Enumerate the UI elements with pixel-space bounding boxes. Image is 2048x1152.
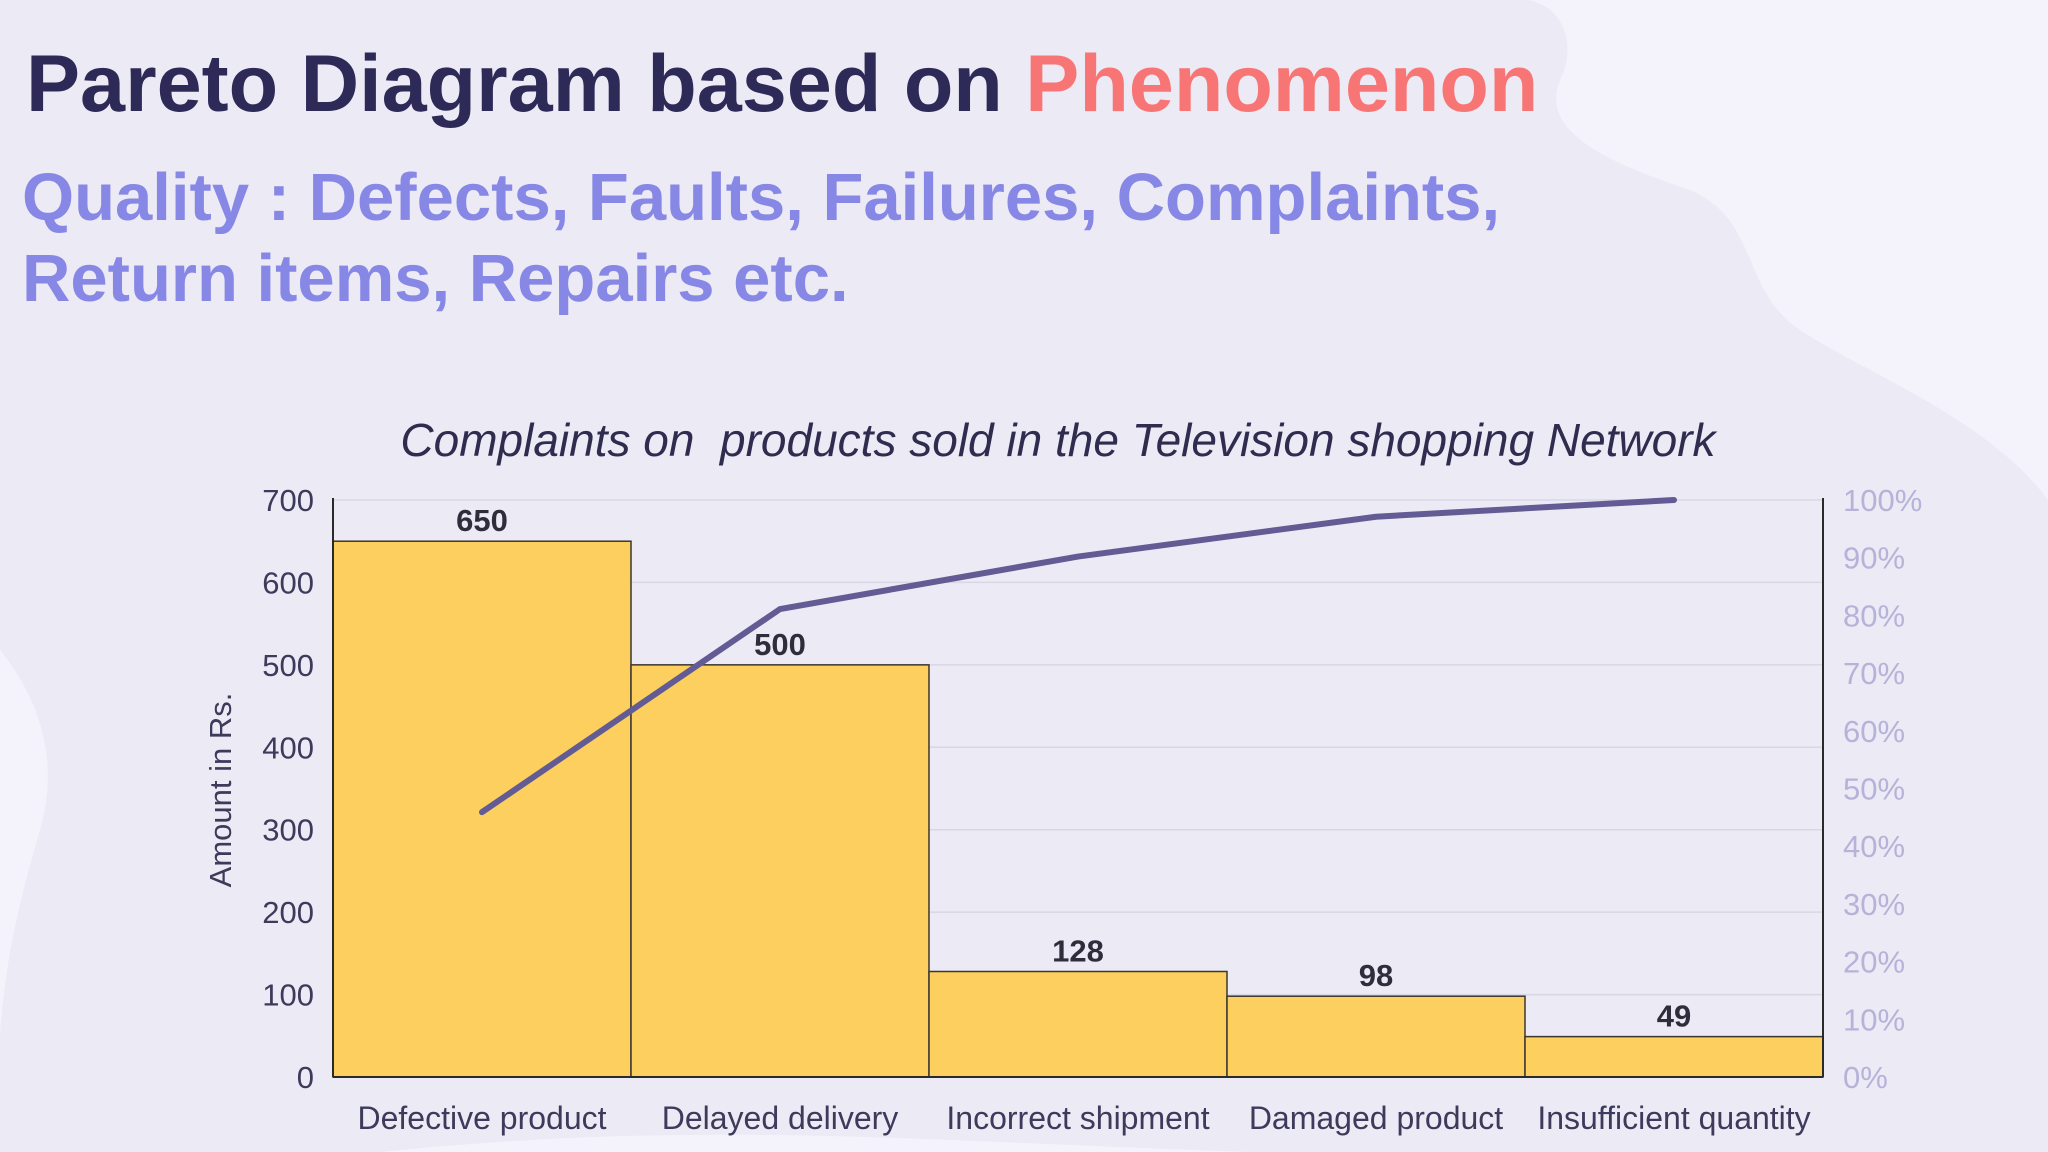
y2-tick-label: 80% (1843, 598, 1905, 633)
bar (1226, 995, 1526, 1078)
bar (630, 664, 930, 1078)
cumulative-line (479, 497, 1677, 816)
x-tick-label: Defective product (357, 1100, 606, 1136)
cumulative-line-path (479, 497, 1677, 816)
y2-tick-label: 40% (1843, 829, 1905, 864)
y2-tick-label: 90% (1843, 541, 1905, 576)
slide-title-accent: Phenomenon (1025, 39, 1539, 129)
y2-tick-label: 10% (1843, 1002, 1905, 1037)
y2-tick-label: 50% (1843, 772, 1905, 807)
data-label: 650 (456, 503, 508, 538)
chart-title: Complaints on products sold in the Telev… (400, 414, 1717, 466)
y2-tick-label: 30% (1843, 887, 1905, 922)
slide-title: Pareto Diagram based on Phenomenon (26, 38, 1538, 131)
y2-tick-label: 60% (1843, 714, 1905, 749)
y-tick-label: 600 (262, 565, 314, 600)
subtitle-line-1: Quality : Defects, Faults, Failures, Com… (22, 160, 1501, 235)
bar (928, 970, 1228, 1078)
subtitle-line-2: Return items, Repairs etc. (22, 241, 849, 316)
slide-subtitle: Quality : Defects, Faults, Failures, Com… (22, 157, 1500, 319)
y-tick-label: 400 (262, 730, 314, 765)
y-tick-label: 0 (297, 1060, 314, 1095)
y2-tick-label: 20% (1843, 945, 1905, 980)
y-tick-label: 100 (262, 978, 314, 1013)
x-tick-label: Incorrect shipment (946, 1100, 1209, 1136)
x-tick-label: Damaged product (1249, 1100, 1503, 1136)
data-label: 98 (1359, 958, 1393, 993)
y-tick-label: 500 (262, 648, 314, 683)
y2-tick-label: 0% (1843, 1060, 1888, 1095)
y-tick-label: 300 (262, 813, 314, 848)
x-tick-label: Delayed delivery (662, 1100, 899, 1136)
axes (332, 498, 1824, 1078)
data-label: 49 (1657, 999, 1691, 1034)
bar (1524, 1035, 1824, 1078)
bars (332, 540, 1824, 1078)
y-tick-label: 700 (262, 483, 314, 518)
data-label: 500 (754, 627, 806, 662)
y-tick-label: 200 (262, 895, 314, 930)
y2-tick-label: 100% (1843, 483, 1922, 518)
labels: 0 100 200 300 400 500 600 700 0% 10% 20% 30% 40% 50% 6… (262, 483, 1922, 1136)
y2-tick-label: 70% (1843, 656, 1905, 691)
data-label: 128 (1052, 933, 1104, 968)
y-axis-label: Amount in Rs. (203, 693, 238, 888)
slide-title-main: Pareto Diagram based on (26, 39, 1026, 129)
x-tick-label: Insufficient quantity (1537, 1100, 1810, 1136)
